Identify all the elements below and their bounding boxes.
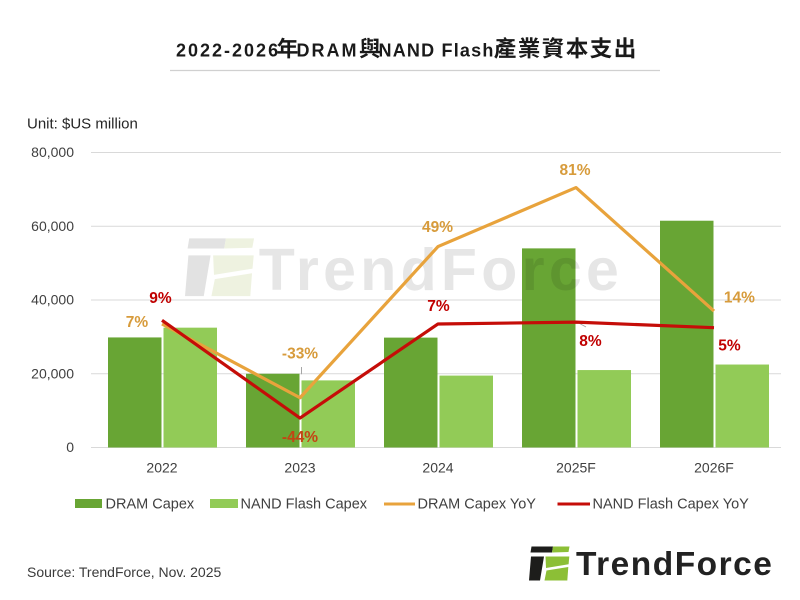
svg-text:14%: 14%	[724, 290, 755, 307]
svg-text:2022: 2022	[146, 460, 177, 476]
svg-text:49%: 49%	[422, 219, 453, 236]
svg-text:DRAM Capex: DRAM Capex	[106, 497, 195, 513]
svg-text:2022-2026: 2022-2026	[176, 40, 280, 60]
svg-text:Source: TrendForce, Nov. 2025: Source: TrendForce, Nov. 2025	[27, 564, 221, 580]
svg-text:8%: 8%	[579, 333, 602, 350]
svg-text:2025F: 2025F	[556, 460, 596, 476]
svg-text:2026F: 2026F	[694, 460, 734, 476]
svg-text:5%: 5%	[718, 338, 741, 355]
svg-text:NAND Flash Capex YoY: NAND Flash Capex YoY	[593, 497, 750, 513]
svg-text:7%: 7%	[126, 314, 149, 331]
svg-text:2024: 2024	[422, 460, 453, 476]
svg-text:60,000: 60,000	[31, 218, 74, 234]
svg-text:NAND Flash: NAND Flash	[379, 40, 495, 60]
svg-text:DRAM: DRAM	[297, 40, 359, 60]
svg-text:-33%: -33%	[282, 346, 318, 363]
svg-text:TrendForce: TrendForce	[576, 546, 773, 583]
svg-text:9%: 9%	[149, 290, 172, 307]
svg-text:NAND Flash Capex: NAND Flash Capex	[241, 497, 368, 513]
svg-text:Unit: $US million: Unit: $US million	[27, 116, 138, 133]
svg-text:0: 0	[66, 439, 74, 455]
svg-text:7%: 7%	[427, 298, 450, 315]
svg-text:40,000: 40,000	[31, 292, 74, 308]
svg-text:-44%: -44%	[282, 429, 318, 446]
svg-text:20,000: 20,000	[31, 365, 74, 381]
svg-text:80,000: 80,000	[31, 144, 74, 160]
svg-text:DRAM Capex YoY: DRAM Capex YoY	[418, 497, 537, 513]
svg-text:81%: 81%	[559, 162, 590, 179]
svg-text:2023: 2023	[284, 460, 315, 476]
